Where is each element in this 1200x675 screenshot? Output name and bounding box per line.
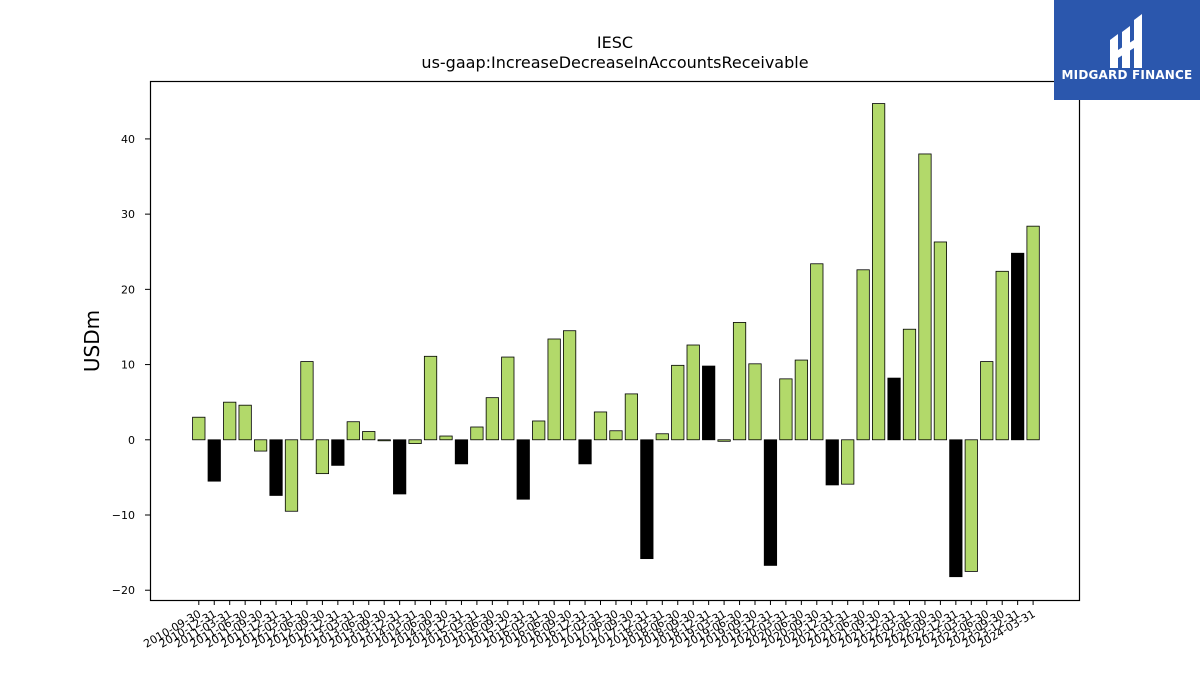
bar [269,439,283,496]
bar [717,439,731,442]
bar [346,421,360,441]
y-tick-label: 30 [121,208,135,221]
y-axis-label: USDm [80,310,104,372]
bar [207,439,221,482]
y-tick-label: −10 [112,509,135,522]
bar [408,439,422,444]
plot-area-frame [149,80,1081,602]
logo-text: MIDGARD FINANCE [1061,68,1193,82]
y-tick-label: 40 [121,133,135,146]
bar [238,404,252,441]
bar [702,365,716,441]
bar [779,378,793,441]
bar [933,241,948,441]
bar [532,420,546,441]
bar [1011,252,1025,441]
bar [253,439,268,452]
y-axis: −20 −10 0 10 20 30 40 [112,133,150,597]
bar [902,328,917,441]
bar [825,439,839,486]
bar [980,361,994,441]
bar [671,364,685,441]
y-tick-label: −20 [112,584,135,597]
bar [1026,225,1040,441]
bar [485,397,499,441]
bar [640,439,654,560]
bar [964,439,978,572]
bar [192,416,206,441]
bar [609,430,623,441]
bar [887,377,901,441]
midgard-finance-logo: MIDGARD FINANCE [1054,0,1200,100]
bar [439,435,453,441]
bar [393,439,407,495]
bar [470,426,484,441]
bar [748,363,762,441]
y-tick-label: 10 [121,359,135,372]
bar [300,361,314,441]
midgard-finance-logo-icon [1110,14,1142,68]
bar [856,269,870,441]
bar [377,439,391,442]
bar [810,263,824,441]
bar [841,439,855,485]
bar [516,439,530,500]
bar [578,439,592,465]
bar [763,439,778,566]
bar [624,393,639,441]
y-tick-label: 20 [121,283,135,296]
bar [315,439,330,475]
bar [501,356,515,441]
bars [192,103,1040,578]
bar [454,439,469,465]
y-tick-label: 0 [128,434,135,447]
bar [949,439,963,578]
chart-subtitle: us-gaap:IncreaseDecreaseInAccountsReceiv… [421,53,808,72]
bar [872,103,886,441]
bar [918,153,932,441]
bar [995,270,1009,441]
bar [362,431,376,441]
x-axis: 2010-09-302010-12-312011-03-312011-06-30… [141,600,1038,651]
bar [547,338,561,441]
chart-title: IESC [597,33,633,52]
bar [331,439,345,466]
bar [593,411,608,441]
bar [423,355,438,441]
bar [284,439,299,512]
bar [794,359,808,441]
bar [655,433,669,441]
bar [686,344,700,441]
bar [563,330,577,441]
bar [732,322,747,441]
bar [223,401,237,441]
